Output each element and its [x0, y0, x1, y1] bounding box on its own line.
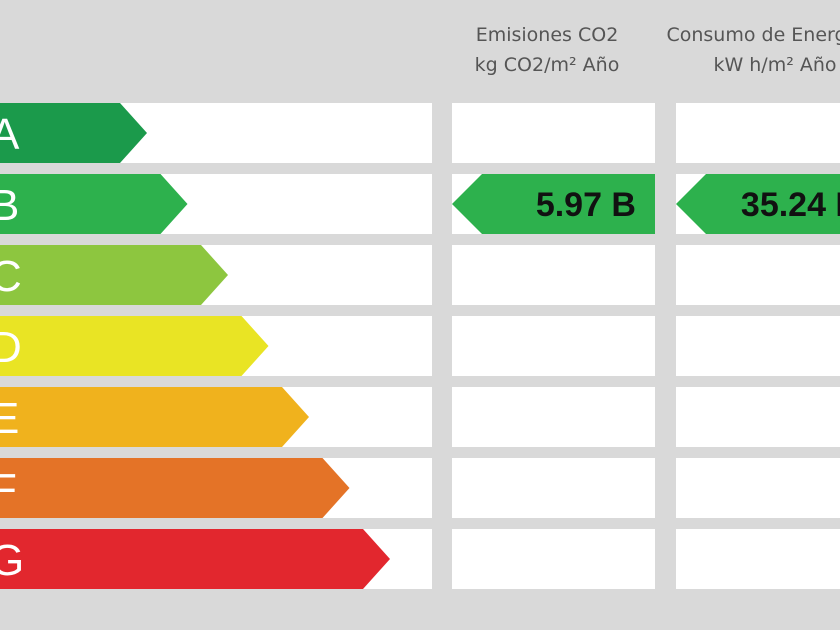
- emissions-cell: [452, 458, 655, 518]
- consumption-value: 35.24 B: [741, 186, 840, 224]
- rating-arrow: [0, 103, 147, 163]
- rating-arrow: [0, 174, 188, 234]
- consumption-cell: [676, 245, 840, 305]
- rating-letter: F: [0, 465, 17, 514]
- rating-letter: D: [0, 323, 22, 372]
- rating-letter: A: [0, 110, 20, 159]
- rating-letter: B: [0, 181, 19, 230]
- rating-arrow: [0, 529, 390, 589]
- emissions-cell: [452, 103, 655, 163]
- emissions-unit: kg CO2/m² Año: [475, 54, 620, 76]
- emissions-cell: [452, 245, 655, 305]
- consumption-cell: [676, 458, 840, 518]
- consumption-arrow: [676, 174, 840, 234]
- rating-arrow: [0, 387, 309, 447]
- rating-letter: E: [0, 394, 19, 443]
- rating-arrow: [0, 316, 269, 376]
- emissions-title: Emisiones CO2: [476, 24, 619, 46]
- emissions-arrow: [452, 174, 655, 234]
- emissions-cell: [452, 529, 655, 589]
- consumption-cell: [676, 103, 840, 163]
- emissions-cell: [452, 387, 655, 447]
- consumption-cell: [676, 387, 840, 447]
- emissions-cell: [452, 316, 655, 376]
- consumption-cell: [676, 529, 840, 589]
- consumption-cell: [676, 316, 840, 376]
- rating-arrow: [0, 245, 228, 305]
- emissions-value: 5.97 B: [536, 186, 636, 224]
- rating-arrow: [0, 458, 350, 518]
- rating-letter: G: [0, 536, 24, 585]
- consumption-title: Consumo de Energía: [666, 24, 840, 46]
- rating-letter: C: [0, 252, 22, 301]
- consumption-unit: kW h/m² Año: [713, 54, 836, 76]
